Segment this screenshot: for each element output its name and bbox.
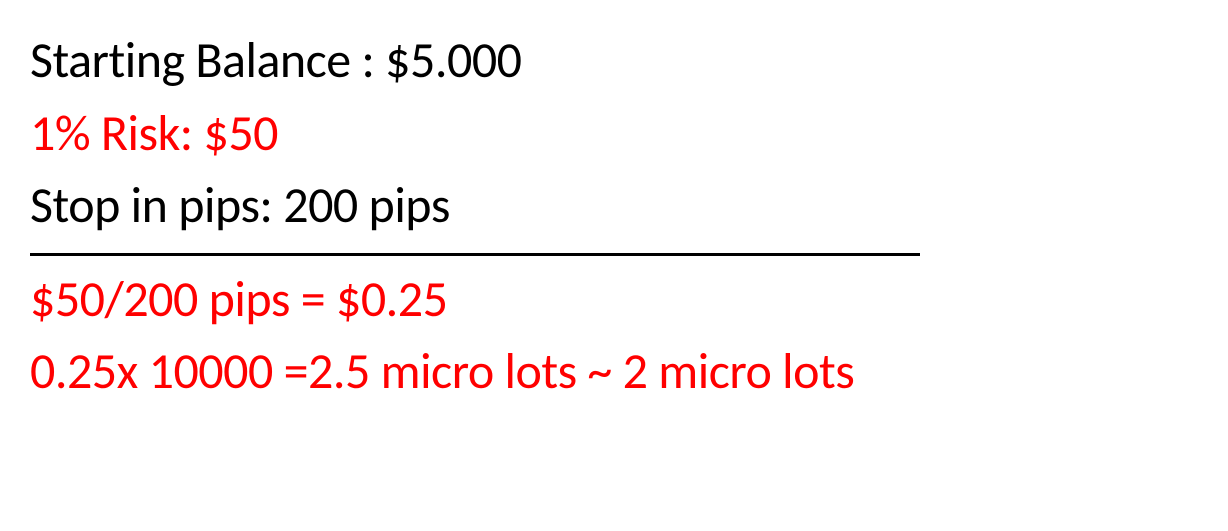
calc-per-pip-text: $50/200 pips = $0.25 bbox=[30, 264, 1198, 337]
calc-lots-text: 0.25x 10000 =2.5 micro lots ~ 2 micro lo… bbox=[30, 336, 1198, 409]
divider-line bbox=[30, 253, 920, 256]
starting-balance-text: Starting Balance : $5.000 bbox=[30, 25, 1198, 98]
stop-pips-text: Stop in pips: 200 pips bbox=[30, 170, 1198, 243]
risk-text: 1% Risk: $50 bbox=[30, 98, 1198, 171]
